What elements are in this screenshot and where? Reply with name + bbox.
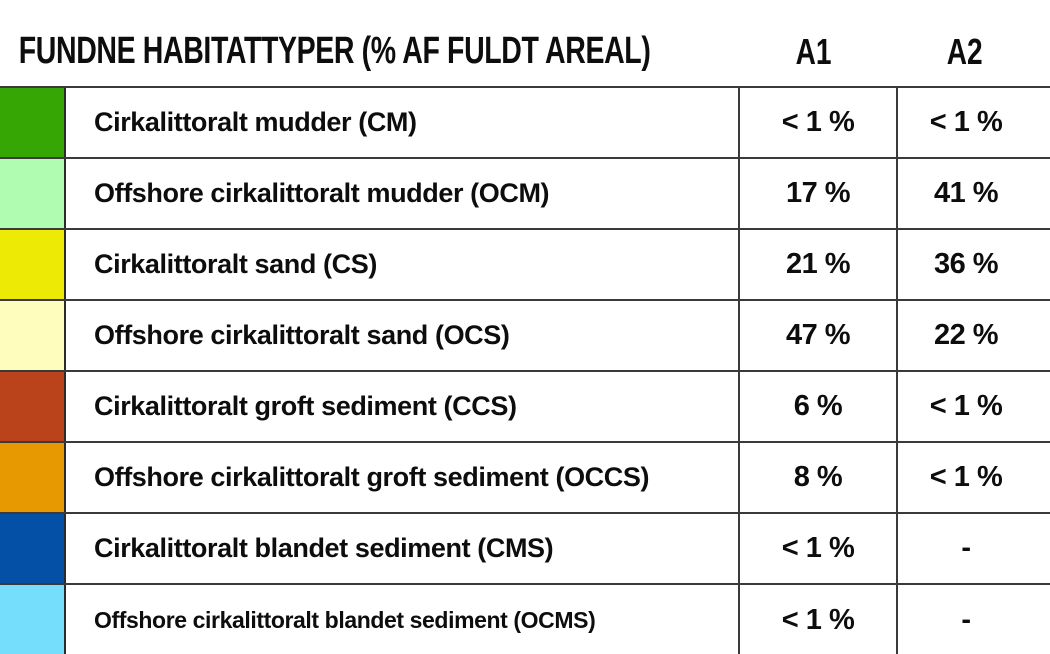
habitat-name: Cirkalittoralt blandet sediment (CMS) xyxy=(66,514,740,583)
a1-value: < 1 % xyxy=(740,585,898,654)
a2-value: < 1 % xyxy=(929,390,1003,422)
a2-value: < 1 % xyxy=(929,106,1003,138)
table-row: Offshore cirkalittoralt mudder (OCM) 17 … xyxy=(0,159,1050,230)
habitat-name: Offshore cirkalittoralt sand (OCS) xyxy=(66,301,740,370)
habitat-name: Cirkalittoralt groft sediment (CCS) xyxy=(66,372,740,441)
a1-value: 6 % xyxy=(740,372,898,441)
habitat-table: Cirkalittoralt mudder (CM) < 1 % < 1 % O… xyxy=(0,86,1050,654)
habitat-color-swatch xyxy=(0,372,66,441)
a1-value: < 1 % xyxy=(740,88,898,157)
a1-value: 21 % xyxy=(740,230,898,299)
table-row: Cirkalittoralt groft sediment (CCS) 6 % … xyxy=(0,372,1050,443)
habitat-color-swatch xyxy=(0,443,66,512)
a2-value: 22 % xyxy=(933,319,999,351)
habitat-color-swatch xyxy=(0,585,66,654)
a2-value: - xyxy=(961,532,971,564)
habitat-color-swatch xyxy=(0,301,66,370)
a1-value: 8 % xyxy=(740,443,898,512)
table-row: Cirkalittoralt mudder (CM) < 1 % < 1 % xyxy=(0,88,1050,159)
a1-value: 17 % xyxy=(740,159,898,228)
a2-value: - xyxy=(961,604,971,636)
table-row: Offshore cirkalittoralt groft sediment (… xyxy=(0,443,1050,514)
habitat-name: Cirkalittoralt sand (CS) xyxy=(66,230,740,299)
a1-value: 47 % xyxy=(740,301,898,370)
habitat-color-swatch xyxy=(0,159,66,228)
a2-value: < 1 % xyxy=(929,461,1003,493)
habitat-name: Offshore cirkalittoralt blandet sediment… xyxy=(66,585,740,654)
column-header-a1: A1 xyxy=(795,31,832,72)
table-header: FUNDNE HABITATTYPER (% AF FULDT AREAL) A… xyxy=(0,0,1050,86)
table-row: Offshore cirkalittoralt sand (OCS) 47 % … xyxy=(0,301,1050,372)
table-row: Cirkalittoralt blandet sediment (CMS) < … xyxy=(0,514,1050,585)
habitat-name: Offshore cirkalittoralt mudder (OCM) xyxy=(66,159,740,228)
table-row: Offshore cirkalittoralt blandet sediment… xyxy=(0,585,1050,654)
table-row: Cirkalittoralt sand (CS) 21 % 36 % xyxy=(0,230,1050,301)
a2-value: 41 % xyxy=(933,177,999,209)
table-title: FUNDNE HABITATTYPER (% AF FULDT AREAL) xyxy=(18,30,651,72)
habitat-name: Cirkalittoralt mudder (CM) xyxy=(66,88,740,157)
habitat-name: Offshore cirkalittoralt groft sediment (… xyxy=(66,443,740,512)
habitat-color-swatch xyxy=(0,514,66,583)
habitat-color-swatch xyxy=(0,88,66,157)
a2-value: 36 % xyxy=(933,248,999,280)
column-header-a2: A2 xyxy=(946,31,983,72)
a1-value: < 1 % xyxy=(740,514,898,583)
habitat-color-swatch xyxy=(0,230,66,299)
